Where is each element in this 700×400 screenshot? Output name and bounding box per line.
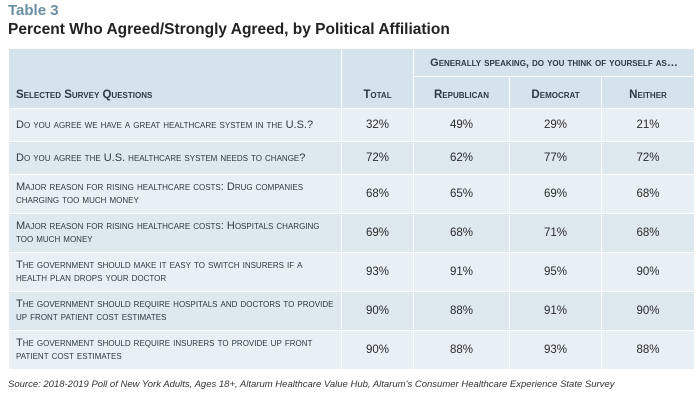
republican-cell: 49% — [413, 108, 510, 142]
question-cell: Do you agree we have a great healthcare … — [8, 108, 342, 142]
question-cell: The government should require hospitals … — [8, 291, 342, 331]
table-row: The government should require hospitals … — [8, 291, 696, 331]
header-affiliation-group: Generally speaking, do you think of your… — [412, 48, 696, 77]
democrat-cell: 91% — [509, 291, 602, 331]
header-republican: Republican — [413, 76, 510, 109]
table-title: Percent Who Agreed/Strongly Agreed, by P… — [8, 21, 450, 38]
question-cell: Do you agree the U.S. healthcare system … — [8, 141, 342, 175]
republican-cell: 68% — [413, 213, 510, 253]
table-row: Do you agree the U.S. healthcare system … — [8, 141, 696, 175]
total-cell: 68% — [341, 174, 414, 214]
source-note: Source: 2018-2019 Poll of New York Adult… — [8, 379, 615, 390]
total-cell: 69% — [341, 213, 414, 253]
header-democrat: Democrat — [509, 76, 602, 109]
table-row: Major reason for rising healthcare costs… — [8, 213, 696, 253]
total-cell: 90% — [341, 330, 414, 370]
democrat-cell: 71% — [509, 213, 602, 253]
democrat-cell: 77% — [509, 141, 602, 175]
table-row: Major reason for rising healthcare costs… — [8, 174, 696, 214]
neither-cell: 68% — [600, 213, 696, 253]
neither-cell: 90% — [600, 291, 696, 331]
total-cell: 72% — [341, 141, 414, 175]
republican-cell: 62% — [413, 141, 510, 175]
republican-cell: 88% — [413, 330, 510, 370]
table-row: The government should require insurers t… — [8, 330, 696, 370]
total-cell: 90% — [341, 291, 414, 331]
neither-cell: 72% — [600, 141, 696, 175]
neither-cell: 21% — [600, 108, 696, 142]
table-row: Do you agree we have a great healthcare … — [8, 108, 696, 142]
neither-cell: 68% — [600, 174, 696, 214]
democrat-cell: 93% — [509, 330, 602, 370]
total-cell: 93% — [341, 252, 414, 292]
header-total: Total — [341, 48, 414, 109]
question-cell: Major reason for rising healthcare costs… — [8, 213, 342, 253]
republican-cell: 88% — [413, 291, 510, 331]
question-cell: Major reason for rising healthcare costs… — [8, 174, 342, 214]
neither-cell: 90% — [600, 252, 696, 292]
table-row: The government should make it easy to sw… — [8, 252, 696, 292]
democrat-cell: 69% — [509, 174, 602, 214]
republican-cell: 91% — [413, 252, 510, 292]
democrat-cell: 95% — [509, 252, 602, 292]
question-cell: The government should make it easy to sw… — [8, 252, 342, 292]
total-cell: 32% — [341, 108, 414, 142]
survey-table: Selected Survey Questions Total Generall… — [8, 48, 696, 370]
question-cell: The government should require insurers t… — [8, 330, 342, 370]
republican-cell: 65% — [413, 174, 510, 214]
header-neither: Neither — [600, 76, 696, 109]
header-questions: Selected Survey Questions — [8, 48, 342, 109]
neither-cell: 88% — [600, 330, 696, 370]
democrat-cell: 29% — [509, 108, 602, 142]
table-label: Table 3 — [8, 2, 59, 19]
